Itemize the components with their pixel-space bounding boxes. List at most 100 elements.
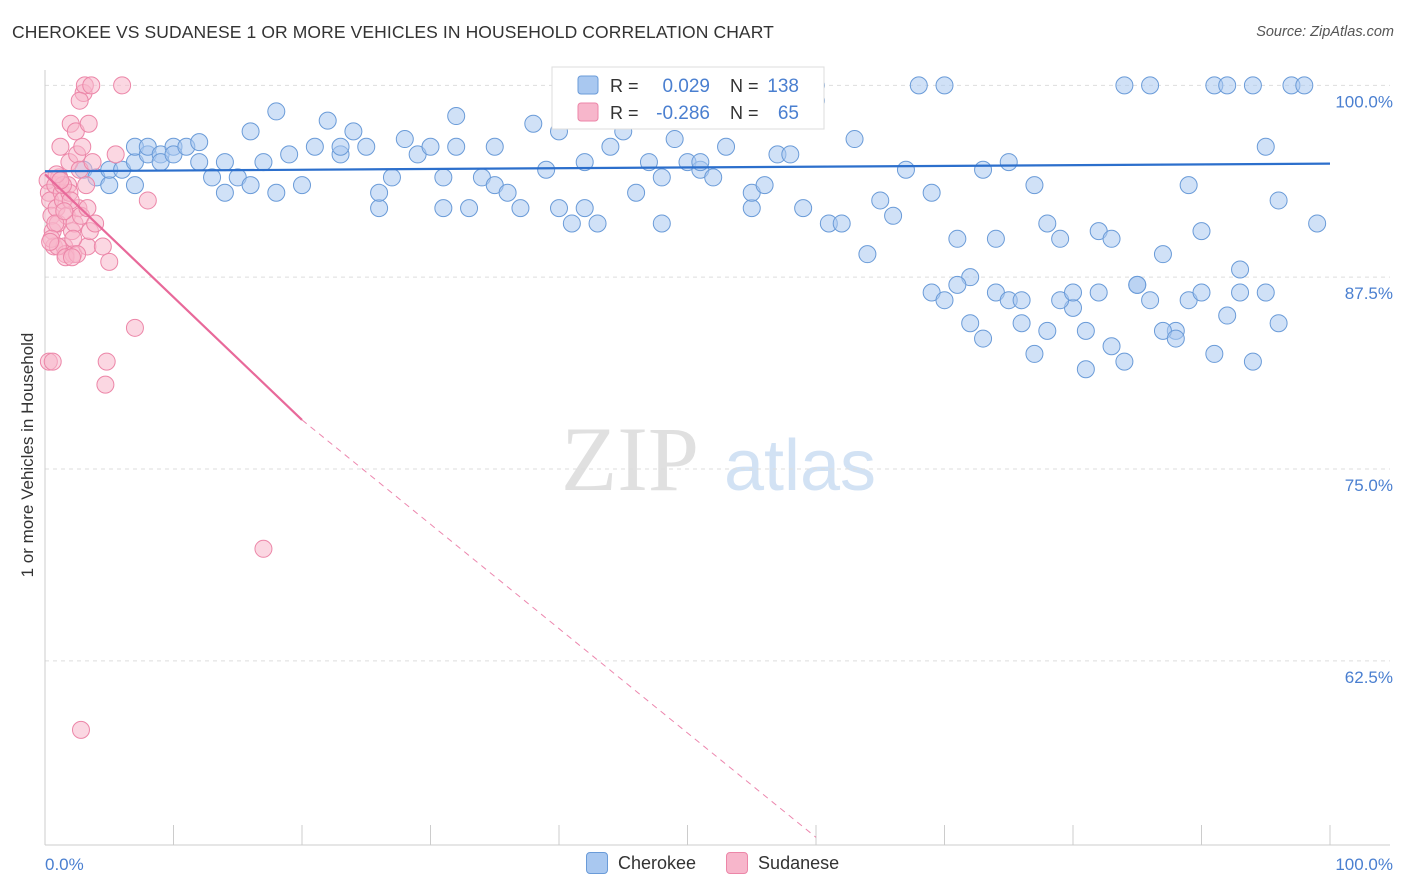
cherokee-point [974, 329, 993, 348]
cherokee-point [1076, 321, 1095, 340]
cherokee-point [537, 160, 556, 179]
stats-swatch-cherokee [577, 75, 599, 95]
cherokee-point [974, 160, 993, 179]
sudanese-point [41, 232, 60, 251]
cherokee-point [1153, 245, 1172, 264]
cherokee-point [948, 275, 967, 294]
cherokee-point [1231, 283, 1250, 302]
cherokee-point [986, 229, 1005, 248]
cherokee-point [1256, 137, 1275, 156]
cherokee-point [1295, 76, 1314, 95]
cherokee-point [588, 214, 607, 233]
cherokee-point [460, 199, 479, 218]
sudanese-point [70, 91, 89, 110]
cherokee-point [575, 199, 594, 218]
cherokee-point [1243, 352, 1262, 371]
sudanese-point [113, 76, 132, 95]
cherokee-point [190, 153, 209, 172]
cherokee-point [1051, 229, 1070, 248]
y-tick-label: 100.0% [1335, 92, 1393, 111]
cherokee-point [742, 199, 761, 218]
cherokee-point [1141, 76, 1160, 95]
cherokee-point [254, 153, 273, 172]
stats-r-value-sudanese: -0.286 [656, 103, 710, 124]
watermark-atlas: atlas [724, 426, 876, 506]
cherokee-point [1128, 275, 1147, 294]
cherokee-point [858, 245, 877, 264]
sudanese-point [100, 252, 119, 271]
stats-r-value-cherokee: 0.029 [662, 76, 710, 97]
x-tick-label: 100.0% [1335, 855, 1393, 874]
y-tick-label: 87.5% [1345, 284, 1393, 303]
cherokee-point [215, 183, 234, 202]
cherokee-point [1218, 76, 1237, 95]
sudanese-point [71, 720, 90, 739]
sudanese-point [83, 153, 102, 172]
sudanese-trendline [44, 173, 303, 421]
cherokee-point [794, 199, 813, 218]
cherokee-point [241, 176, 260, 195]
cherokee-point [639, 153, 658, 172]
cherokee-point [1115, 76, 1134, 95]
cherokee-point [935, 76, 954, 95]
cherokee-point [370, 183, 389, 202]
cherokee-point [755, 176, 774, 195]
cherokee-point [1102, 229, 1121, 248]
cherokee-point [1102, 337, 1121, 356]
cherokee-point [1141, 291, 1160, 310]
cherokee-point [1089, 283, 1108, 302]
cherokee-point [511, 199, 530, 218]
legend-label-sudanese: Sudanese [758, 852, 840, 873]
cherokee-point [1038, 321, 1057, 340]
cherokee-point [845, 130, 864, 149]
cherokee-point [1064, 283, 1082, 302]
cherokee-point [267, 183, 286, 202]
stats-n-value-sudanese: 65 [778, 103, 799, 124]
cherokee-point [1231, 260, 1250, 279]
stats-r-label-cherokee: R = [610, 76, 639, 96]
cherokee-point [434, 168, 453, 187]
sudanese-point [43, 352, 62, 371]
legend-item-sudanese: Sudanese [726, 852, 839, 874]
cherokee-point [447, 137, 466, 156]
cherokee-point [357, 137, 376, 156]
sudanese-point [138, 191, 157, 210]
cherokee-point [370, 199, 389, 218]
sudanese-point [73, 137, 92, 156]
sudanese-point [51, 137, 70, 156]
cherokee-point [190, 133, 209, 152]
cherokee-point [704, 168, 723, 187]
source-label: Source: ZipAtlas.com [1256, 24, 1394, 40]
cherokee-point [280, 145, 299, 164]
stats-r-label-sudanese: R = [610, 103, 639, 123]
legend-swatch-sudanese [726, 852, 749, 874]
cherokee-point [575, 153, 594, 172]
cherokee-point [293, 176, 311, 195]
sudanese-point [106, 145, 125, 164]
cherokee-point [421, 137, 440, 156]
cherokee-point [1012, 314, 1031, 333]
cherokee-point [524, 114, 543, 133]
sudanese-point [254, 539, 273, 558]
cherokee-point [485, 137, 504, 156]
cherokee-point [1038, 214, 1057, 233]
sudanese-point [82, 76, 101, 95]
cherokee-point [1308, 214, 1327, 233]
sudanese-point [96, 375, 115, 394]
cherokee-point [1205, 344, 1224, 363]
cherokee-point [909, 76, 928, 95]
cherokee-point [434, 199, 453, 218]
cherokee-point [922, 183, 941, 202]
cherokee-point [961, 314, 980, 333]
legend-item-cherokee: Cherokee [586, 852, 696, 874]
sudanese-point [55, 202, 74, 221]
cherokee-point [562, 214, 581, 233]
cherokee-point [948, 229, 967, 248]
sudanese-point [51, 171, 70, 190]
cherokee-point [382, 168, 401, 187]
cherokee-point [344, 122, 363, 141]
cherokee-point [832, 214, 851, 233]
cherokee-point [1192, 283, 1211, 302]
y-tick-label: 75.0% [1345, 476, 1393, 495]
cherokee-point [1269, 314, 1288, 333]
